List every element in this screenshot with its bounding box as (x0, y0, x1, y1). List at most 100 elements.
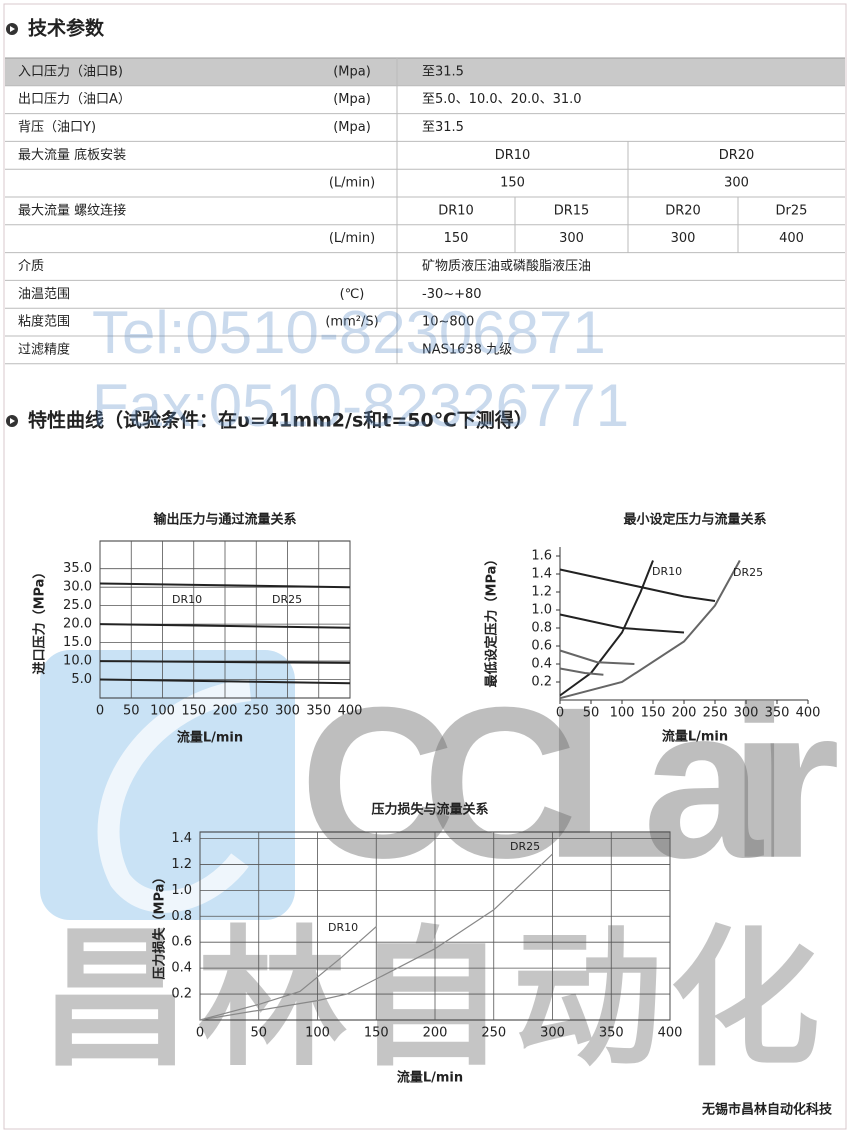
x-tick-label: 250 (244, 704, 269, 719)
y-tick-label: 5.0 (71, 672, 92, 687)
curve (559, 667, 604, 676)
x-tick-label: 50 (583, 706, 600, 721)
param-label: 入口压力（油口B) (18, 64, 123, 79)
x-tick-label: 200 (672, 706, 697, 721)
param-unit: (℃) (340, 287, 365, 302)
param-value: DR20 (665, 203, 701, 218)
param-value: NAS1638 九级 (422, 342, 512, 357)
x-axis-label: 流量L/min (177, 730, 243, 746)
x-tick-label: 150 (641, 706, 666, 721)
chart-title: 最小设定压力与流量关系 (623, 512, 766, 528)
y-tick-label: 35.0 (63, 561, 92, 576)
y-tick-label: 1.4 (171, 831, 192, 846)
y-tick-label: 15.0 (63, 635, 92, 650)
bullet-arrow (10, 418, 15, 424)
curve (99, 582, 351, 589)
curve-annotation: DR10 (652, 565, 682, 578)
y-axis-label: 进口压力（MPa） (32, 566, 48, 675)
param-unit: (L/min) (329, 231, 375, 246)
curve (559, 568, 716, 602)
chart-title: 输出压力与通过流量关系 (153, 512, 296, 528)
param-value: DR10 (438, 203, 474, 218)
watermark-tel: Tel:0510-82306871 (92, 299, 606, 366)
curve (559, 649, 635, 665)
y-tick-label: 10.0 (63, 654, 92, 669)
param-value: 300 (559, 231, 584, 246)
x-tick-label: 0 (556, 706, 564, 721)
y-tick-label: 30.0 (63, 580, 92, 595)
x-tick-label: 250 (481, 1026, 506, 1041)
y-tick-label: 0.4 (171, 961, 192, 976)
bullet-arrow (10, 26, 15, 32)
param-value: 至5.0、10.0、20.0、31.0 (422, 92, 582, 107)
section-title: 特性曲线（试验条件：在υ=41mm2/s和t=50℃下测得） (28, 409, 533, 432)
param-value: Dr25 (776, 203, 808, 218)
param-unit: (Mpa) (333, 92, 371, 107)
param-value: 150 (444, 231, 469, 246)
param-unit: (mm²/S) (325, 315, 378, 330)
y-axis-label: 压力损失（MPa） (152, 871, 168, 980)
y-tick-label: 0.4 (531, 657, 552, 672)
curve-annotation: DR10 (172, 593, 202, 606)
param-label: 油温范围 (18, 287, 70, 302)
param-value: 至31.5 (422, 64, 464, 79)
y-tick-label: 0.8 (531, 621, 552, 636)
curve-annotation: DR25 (510, 840, 540, 853)
watermark-fax: Fax:0510-82326771 (92, 372, 629, 439)
param-value: 300 (724, 176, 749, 191)
x-tick-label: 350 (765, 706, 790, 721)
y-tick-label: 1.2 (531, 585, 552, 600)
x-tick-label: 400 (338, 704, 363, 719)
x-tick-label: 300 (540, 1026, 565, 1041)
y-tick-label: 0.2 (531, 675, 552, 690)
x-tick-label: 300 (275, 704, 300, 719)
curve (559, 560, 741, 700)
y-tick-label: 1.2 (171, 857, 192, 872)
x-axis-label: 流量L/min (397, 1070, 463, 1086)
curve (559, 613, 685, 634)
x-tick-label: 0 (96, 704, 104, 719)
param-value: -30~+80 (422, 287, 482, 302)
y-tick-label: 0.6 (171, 935, 192, 950)
x-tick-label: 400 (658, 1026, 683, 1041)
param-label: 最大流量 螺纹连接 (18, 202, 126, 218)
x-tick-label: 200 (423, 1026, 448, 1041)
x-tick-label: 100 (610, 706, 635, 721)
param-label: 过滤精度 (18, 341, 70, 357)
x-tick-label: 200 (213, 704, 238, 719)
param-unit: (Mpa) (333, 64, 371, 79)
param-unit: (Mpa) (333, 120, 371, 135)
x-tick-label: 150 (181, 704, 206, 719)
y-axis-label: 最低设定压力（MPa） (484, 553, 500, 688)
logo-mark (40, 650, 295, 920)
x-tick-label: 300 (734, 706, 759, 721)
curve (199, 853, 553, 1021)
y-tick-label: 1.0 (531, 603, 552, 618)
watermark-logo: CCLair (300, 662, 840, 903)
curve (99, 660, 351, 664)
y-tick-label: 1.6 (531, 549, 552, 564)
curve (99, 678, 351, 685)
param-label: 背压（油口Y) (18, 120, 96, 135)
footer: 无锡市昌林自动化科技 (701, 1102, 833, 1118)
param-value: 150 (500, 176, 525, 191)
x-tick-label: 50 (123, 704, 140, 719)
x-axis-label: 流量L/min (662, 729, 728, 745)
curve-annotation: DR25 (733, 566, 763, 579)
y-tick-label: 0.6 (531, 639, 552, 654)
param-label: 粘度范围 (18, 314, 70, 330)
param-label: 介质 (18, 259, 44, 274)
param-value: 至31.5 (422, 120, 464, 135)
x-tick-label: 150 (364, 1026, 389, 1041)
section-title: 技术参数 (28, 17, 105, 40)
logo-swirl (97, 679, 252, 913)
param-value: DR10 (495, 148, 531, 163)
x-tick-label: 350 (306, 704, 331, 719)
param-label: 最大流量 底板安装 (18, 147, 126, 163)
y-tick-label: 0.2 (171, 987, 192, 1002)
x-tick-label: 350 (599, 1026, 624, 1041)
x-tick-label: 100 (305, 1026, 330, 1041)
y-tick-label: 1.0 (171, 883, 192, 898)
x-tick-label: 50 (250, 1026, 267, 1041)
